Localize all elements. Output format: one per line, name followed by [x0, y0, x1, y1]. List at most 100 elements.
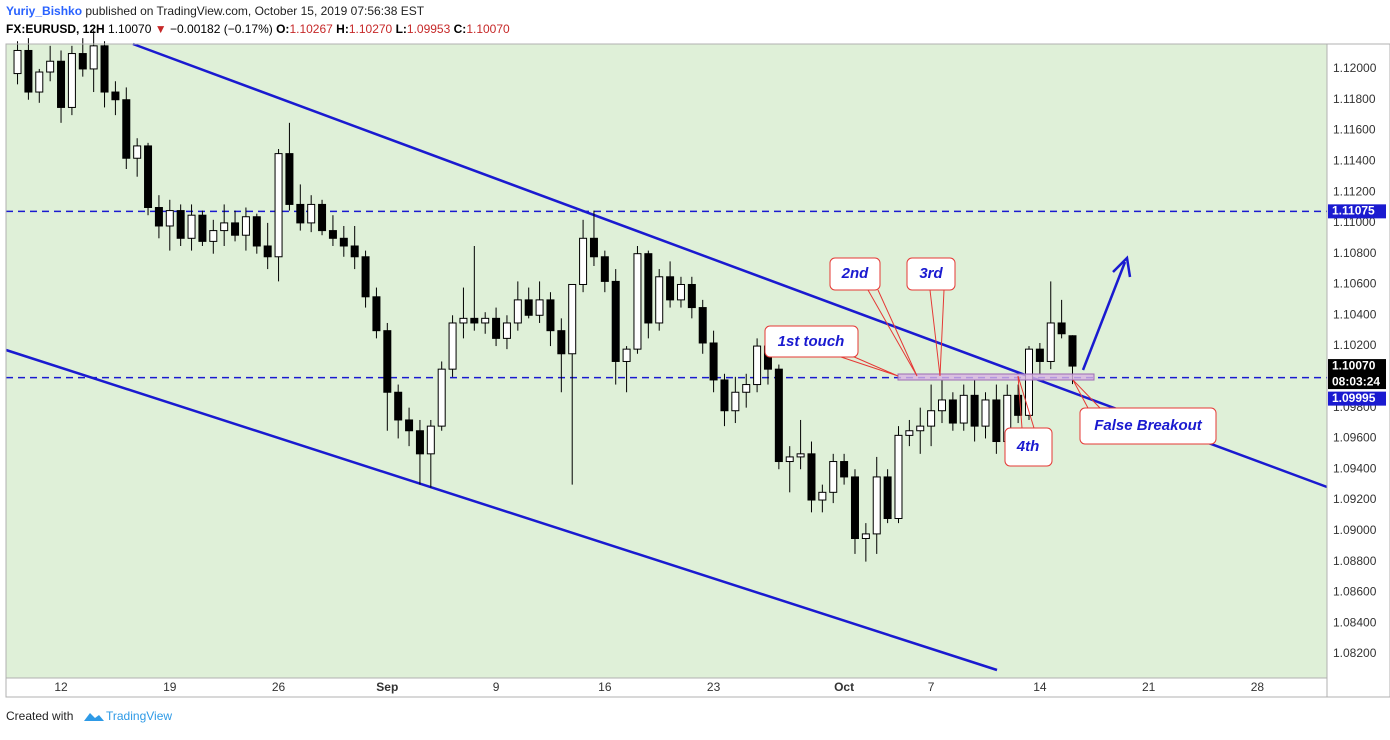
- candle-body: [720, 379, 729, 412]
- candle-body: [785, 456, 794, 463]
- y-tick-label: 1.08800: [1333, 554, 1377, 568]
- y-tick-label: 1.10400: [1333, 307, 1377, 321]
- y-tick-label: 1.10600: [1333, 277, 1377, 291]
- candle-body: [633, 253, 642, 350]
- candle-body: [78, 53, 87, 70]
- x-tick-label: 7: [928, 680, 935, 694]
- candle-body: [829, 461, 838, 493]
- candle-body: [144, 145, 153, 209]
- plot-border: [5, 43, 1328, 679]
- horizontal-lines: [6, 210, 1327, 379]
- footer-brand[interactable]: TradingView: [106, 709, 172, 723]
- y-tick-label: 1.09200: [1333, 492, 1377, 506]
- candle-body: [502, 322, 511, 339]
- candle-body: [405, 419, 414, 432]
- callout: 4th: [1004, 375, 1053, 467]
- ohlc-value: 1.10270: [349, 22, 393, 36]
- last: 1.10070: [108, 22, 152, 36]
- candle-body: [263, 245, 272, 258]
- candle-body: [176, 210, 185, 239]
- candle-body: [535, 299, 544, 316]
- candle-body: [687, 283, 696, 309]
- x-tick-label: 23: [707, 680, 721, 694]
- price-label: 1.11075: [1332, 204, 1375, 218]
- y-tick-label: 1.09400: [1333, 461, 1377, 475]
- y-tick-label: 1.08400: [1333, 615, 1377, 629]
- ohlc-key: H:: [336, 22, 349, 36]
- callout: 2nd: [829, 257, 918, 377]
- candle-body: [557, 330, 566, 355]
- x-tick-label: 28: [1251, 680, 1265, 694]
- x-tick-label: 12: [54, 680, 68, 694]
- x-tick-label: 14: [1033, 680, 1047, 694]
- candle-body: [1014, 394, 1023, 416]
- ohlc-key: L:: [396, 22, 407, 36]
- y-tick-label: 1.11600: [1333, 123, 1376, 137]
- ohlc-key: C:: [454, 22, 467, 36]
- callout: 1st touch: [764, 325, 899, 377]
- candle-body: [372, 296, 381, 332]
- y-tick-label: 1.10800: [1333, 246, 1377, 260]
- symbol-line: FX:EURUSD, 12H 1.10070 ▼ −0.00182 (−0.17…: [6, 22, 510, 36]
- candle-body: [67, 53, 76, 108]
- change: −0.00182 (−0.17%): [170, 22, 273, 36]
- candle-body: [350, 245, 359, 258]
- y-tick-label: 1.12000: [1333, 61, 1377, 75]
- axis-labels: 1.12000 1.11800 1.11600 1.11400 1.11200 1.110…: [54, 61, 1386, 694]
- x-tick-label: 19: [163, 680, 177, 694]
- candle-body: [165, 210, 174, 227]
- candle-body: [426, 425, 435, 455]
- candle-body: [492, 317, 501, 339]
- candle-body: [883, 476, 892, 519]
- callout: False Breakout: [1072, 379, 1217, 445]
- candle-body: [437, 368, 446, 427]
- candle-body: [568, 283, 577, 355]
- candle-body: [589, 237, 598, 258]
- countdown: 08:03:24: [1332, 374, 1380, 388]
- y-tick-label: 1.08200: [1333, 646, 1377, 660]
- candle-body: [546, 299, 555, 332]
- y-tick-label: 1.11400: [1333, 153, 1376, 167]
- candle-body: [35, 71, 44, 93]
- candle-body: [513, 299, 522, 324]
- candle-body: [894, 434, 903, 519]
- candle-body: [318, 203, 327, 232]
- candle-body: [698, 307, 707, 344]
- x-tick-label: 16: [598, 680, 612, 694]
- candle-body: [742, 384, 751, 393]
- candle-body: [252, 216, 261, 247]
- candle-body: [861, 533, 870, 540]
- time-axis: [5, 677, 1328, 698]
- candle-body: [415, 430, 424, 455]
- candle-body: [1024, 348, 1033, 416]
- candle-body: [1057, 322, 1066, 335]
- candle-body: [1046, 322, 1055, 362]
- ohlc-key: O:: [276, 22, 289, 36]
- candle-body: [850, 476, 859, 540]
- candle-body: [927, 410, 936, 427]
- candle-body: [1035, 348, 1044, 362]
- candle-body: [328, 230, 337, 239]
- candle-body: [992, 399, 1001, 443]
- footer-created: Created with: [6, 709, 73, 723]
- ohlc-value: 1.10267: [289, 22, 333, 36]
- annotation: 1st touch: [778, 333, 845, 350]
- candle-body: [524, 299, 533, 316]
- price-label-box: [1328, 391, 1386, 406]
- y-tick-label: 1.11000: [1333, 215, 1376, 229]
- breakout-arrow: [1081, 255, 1132, 371]
- candle-body: [198, 214, 207, 242]
- candle-body: [600, 256, 609, 282]
- candle-body: [89, 45, 98, 70]
- candle-body: [579, 237, 588, 285]
- candle-body: [753, 345, 762, 386]
- candle-body: [220, 222, 229, 232]
- x-tick-label: Sep: [376, 680, 398, 694]
- price-label-box: [1328, 204, 1386, 219]
- last-price-box: [1328, 359, 1386, 390]
- candle-body: [187, 214, 196, 239]
- candle-body: [274, 153, 283, 258]
- published: published on TradingView.com, October 15…: [85, 4, 424, 18]
